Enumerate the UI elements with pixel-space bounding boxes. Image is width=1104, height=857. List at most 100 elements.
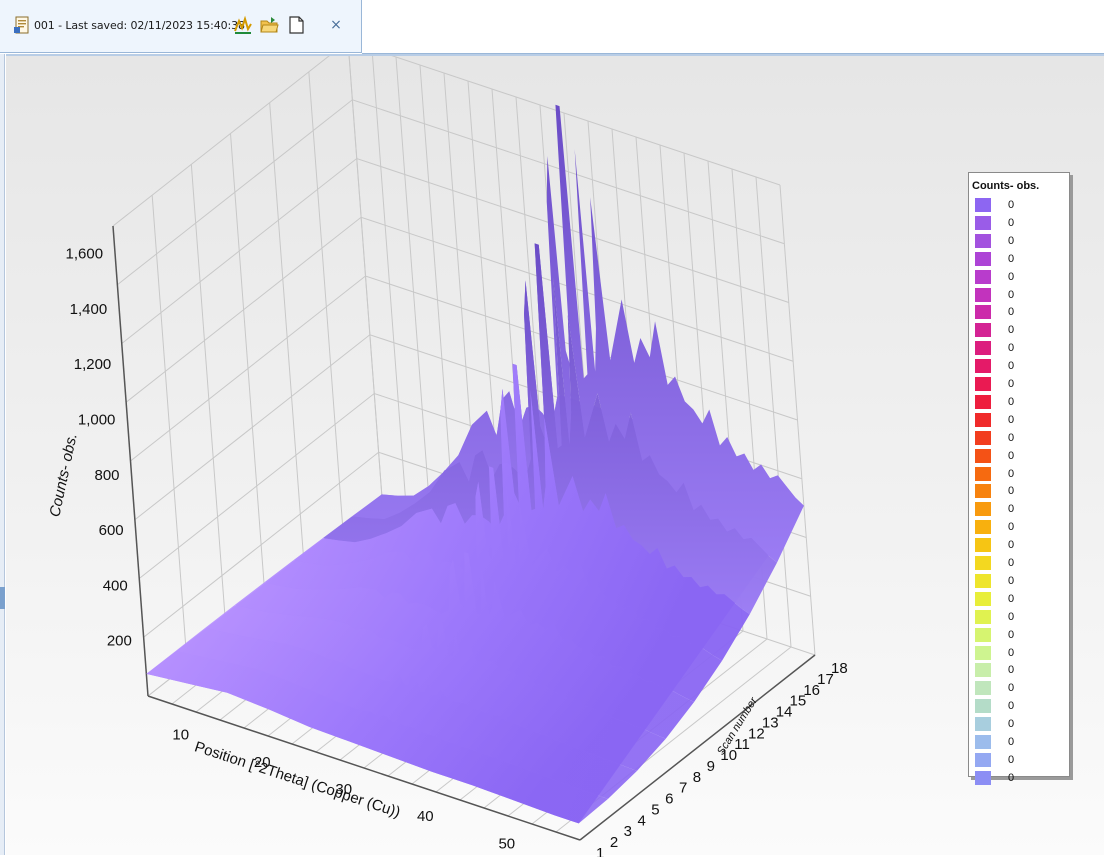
legend-swatch [975,305,991,320]
left-panel-edge [0,54,5,855]
page-icon[interactable] [286,15,306,35]
grid-line [121,157,789,344]
legend-label: 0 [1008,324,1015,337]
legend-swatch [975,645,991,660]
surface-strip [175,627,638,799]
legend-swatch [975,215,991,230]
scan-tick-label: 3 [624,823,632,840]
legend-label: 0 [1008,539,1015,552]
legend-item: 0 [975,573,1065,590]
legend-swatch [975,699,991,714]
grid-line [372,56,408,520]
z-tick-label: 1,200 [74,356,112,373]
scan-tick-label: 1 [596,845,604,857]
scan-tick-label: 18 [831,660,848,677]
legend-item: 0 [975,466,1065,483]
surface-strip [263,466,723,703]
legend-item: 0 [975,591,1065,608]
legend-item: 0 [975,198,1065,214]
legend-swatch [975,520,991,535]
legend-label: 0 [1008,288,1015,301]
surface-strip [322,243,778,615]
legend-label: 0 [1008,718,1015,731]
scan-tick-label: 14 [776,704,793,721]
legend-swatch [975,323,991,338]
legend-item: 0 [975,770,1065,787]
color-legend: Counts- obs. 0 0 0 0 0 0 0 0 0 0 0 0 0 0 0 0 0 0 0 0 0 0 0 0 0 0 0… [968,172,1070,785]
axis-line [147,695,581,841]
legend-label: 0 [1008,467,1015,480]
legend-label: 0 [1008,682,1015,695]
scan-tick-label: 2 [610,834,618,851]
legend-swatch [975,484,991,499]
legend-label: 0 [1008,342,1015,355]
legend-item: 0 [975,394,1065,411]
chart-area[interactable]: 200 400 600 800 1,000 1,200 1,400 1,600 10 20 30 40… [6,54,1104,857]
scan-tick-label: 11 [734,736,750,753]
legend-label: 0 [1008,592,1015,605]
surface-strip [205,605,666,771]
z-tick-label: 1,600 [66,246,104,263]
legend-swatch [975,269,991,284]
legend-label: 0 [1008,503,1015,516]
z-axis-title: Counts- obs. [46,432,80,519]
legend-label: 0 [1008,431,1015,444]
surface-strip [146,650,609,824]
legend-swatch [975,466,991,481]
scan-tick-label: 5 [651,801,659,818]
legend-swatch [975,681,991,696]
legend-label: 0 [1008,771,1015,784]
panel-splitter-handle[interactable] [0,587,5,609]
legend-item: 0 [975,251,1065,268]
axes [112,225,816,841]
legend-item: 0 [975,699,1065,715]
legend-swatch [975,377,991,391]
legend-item: 0 [975,735,1065,751]
close-tab-button[interactable]: × [330,17,342,33]
legend-item: 0 [975,412,1065,429]
legend-swatch [975,412,991,427]
document-tab[interactable]: 001 - Last saved: 02/11/2023 15:40:38 × [0,0,362,53]
legend-label: 0 [1008,270,1015,283]
legend-swatch [975,198,991,212]
scan-tick-label: 15 [790,693,807,710]
legend-item: 0 [975,645,1065,662]
legend-item: 0 [975,520,1065,536]
surface-strip [234,552,695,739]
grid-line [112,56,781,227]
x-tick-label: 20 [254,754,271,771]
legend-label: 0 [1008,395,1015,408]
axis-line [112,225,149,697]
legend-swatch [975,430,991,445]
surface-strip [352,104,804,563]
scan-tick-label: 7 [679,780,687,797]
legend-swatch [975,448,991,463]
folder-open-icon[interactable] [259,15,279,35]
legend-label: 0 [1008,360,1015,373]
legend-item: 0 [975,359,1065,375]
chart-icon[interactable] [233,15,253,35]
scan-tick-label: 13 [762,714,779,731]
legend-swatch [975,735,991,749]
legend-label: 0 [1008,234,1015,247]
legend-item: 0 [975,448,1065,465]
surface-chart[interactable]: 2004006008001,0001,2001,4001,60010203040… [6,56,1104,857]
legend-swatch [975,394,991,409]
legend-swatch [975,752,991,767]
legend-item: 0 [975,663,1065,679]
legend-label: 0 [1008,521,1015,534]
scan-tick-label: 9 [707,758,715,775]
legend-item: 0 [975,215,1065,232]
scan-tick-label: 12 [748,725,765,742]
x-tick-label: 10 [172,727,189,744]
legend-item: 0 [975,377,1065,393]
legend-swatch [975,663,991,678]
legend-item: 0 [975,627,1065,644]
grid-line [125,216,794,403]
legend-label: 0 [1008,449,1015,462]
legend-label: 0 [1008,216,1015,229]
legend-title: Counts- obs. [972,180,1040,192]
legend-label: 0 [1008,628,1015,641]
legend-label: 0 [1008,664,1015,677]
z-tick-label: 600 [99,522,124,539]
